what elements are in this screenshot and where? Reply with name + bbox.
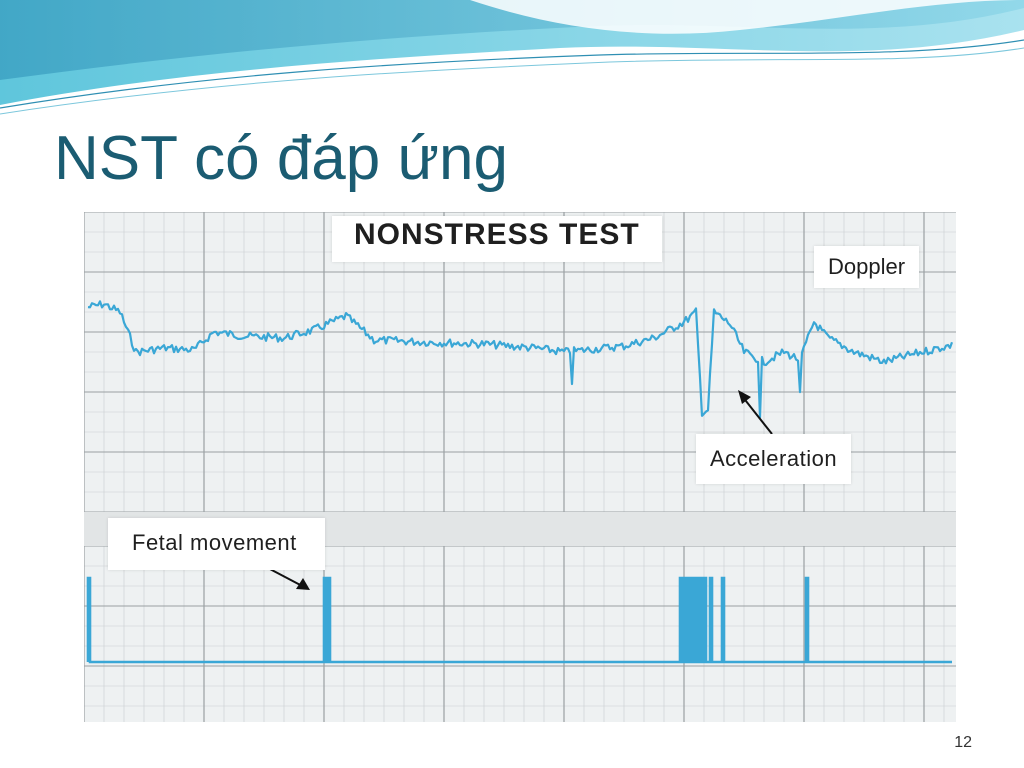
doppler-label: Doppler: [814, 246, 920, 288]
acceleration-label: Acceleration: [696, 434, 852, 484]
ctg-tracing: [84, 212, 956, 722]
fetal-movement-arrow: [267, 567, 310, 590]
nst-tracing-figure: NONSTRESS TEST Doppler Acceleration Feta…: [84, 212, 956, 722]
acceleration-arrow: [738, 390, 773, 435]
page-number: 12: [954, 734, 972, 751]
grid-minor-lines: [84, 212, 956, 722]
fetal-movement-trace: [86, 576, 952, 664]
slide-title: NST có đáp ứng: [54, 124, 508, 193]
header-swoosh-decoration: [0, 0, 1024, 115]
fetal-movement-label: Fetal movement: [108, 518, 325, 570]
fetal-heart-rate-trace: [87, 300, 954, 419]
figure-heading: NONSTRESS TEST: [332, 216, 662, 262]
